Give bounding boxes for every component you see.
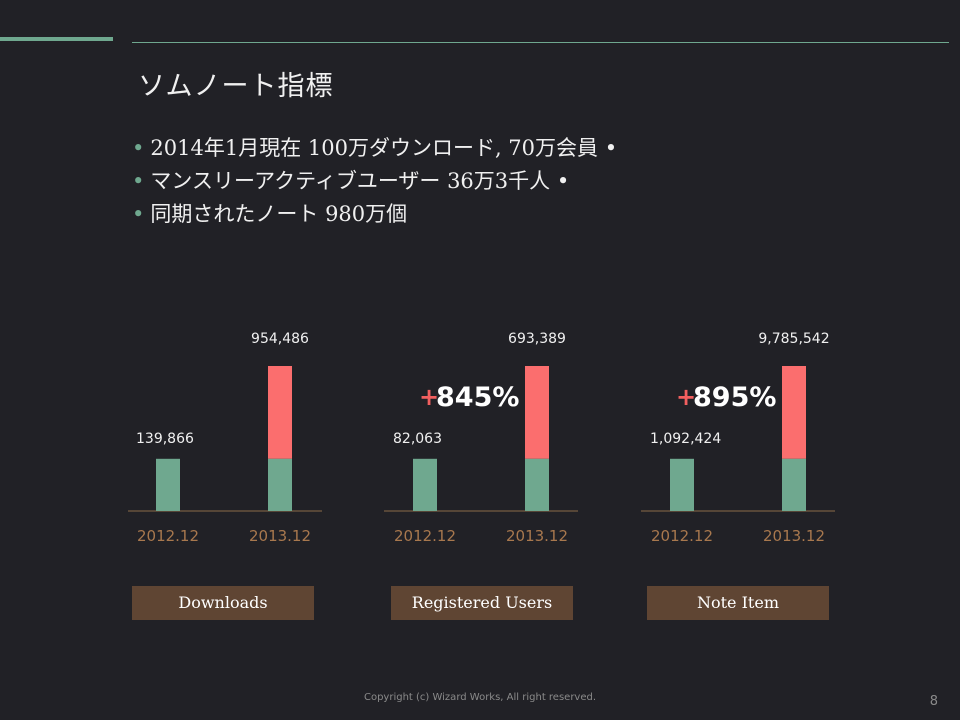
tick-label: 2013.12 <box>506 527 568 545</box>
tick-label: 2012.12 <box>137 527 199 545</box>
bar-2012 <box>670 458 694 511</box>
slide-title: ソムノート指標 <box>138 71 334 102</box>
value-label-2012: 82,063 <box>393 431 442 447</box>
bullet-item: • 同期されたノート 980万個 <box>132 198 617 231</box>
growth-plus-icon: + <box>419 383 439 411</box>
copyright-footer: Copyright (c) Wizard Works, All right re… <box>363 692 597 703</box>
bullet-list: • 2014年1月現在 100万ダウンロード, 70万会員 • • マンスリーアクテ… <box>132 132 617 231</box>
page-number: 8 <box>929 694 938 709</box>
tick-label: 2012.12 <box>651 527 713 545</box>
bullet-text: マンスリーアクティブユーザー 36万3千人 • <box>150 169 570 193</box>
bullet-dot-icon: • <box>132 202 145 226</box>
tick-label: 2013.12 <box>763 527 825 545</box>
value-label-2013: 693,389 <box>508 331 566 347</box>
chart-label-downloads: Downloads <box>132 586 314 620</box>
bullet-text: 2014年1月現在 100万ダウンロード, 70万会員 • <box>150 136 618 160</box>
tick-label: 2012.12 <box>394 527 456 545</box>
bullet-text: 同期されたノート 980万個 <box>150 202 408 226</box>
bar-2013-growth <box>525 366 549 459</box>
growth-percent: 895% <box>693 382 776 413</box>
bullet-item: • マンスリーアクティブユーザー 36万3千人 • <box>132 165 617 198</box>
bullet-dot-icon: • <box>132 136 145 160</box>
bar-2013-growth <box>268 366 292 459</box>
growth-plus-icon: + <box>676 383 696 411</box>
chart-label-note-item: Note Item <box>647 586 829 620</box>
growth-percent: 845% <box>436 382 519 413</box>
chart-label-registered-users: Registered Users <box>391 586 573 620</box>
bar-2013-base <box>268 458 292 511</box>
value-label-2013: 9,785,542 <box>758 331 829 347</box>
value-label-2013: 954,486 <box>251 331 309 347</box>
value-label-2012: 1,092,424 <box>650 431 721 447</box>
bar-2013-growth <box>782 366 806 459</box>
bullet-item: • 2014年1月現在 100万ダウンロード, 70万会員 • <box>132 132 617 165</box>
bar-2013-base <box>782 458 806 511</box>
value-label-2012: 139,866 <box>136 431 194 447</box>
bar-2013-base <box>525 458 549 511</box>
bar-2012 <box>413 458 437 511</box>
bar-2012 <box>156 458 180 511</box>
header-rule <box>132 42 949 43</box>
accent-bar <box>0 37 113 41</box>
tick-label: 2013.12 <box>249 527 311 545</box>
bullet-dot-icon: • <box>132 169 145 193</box>
